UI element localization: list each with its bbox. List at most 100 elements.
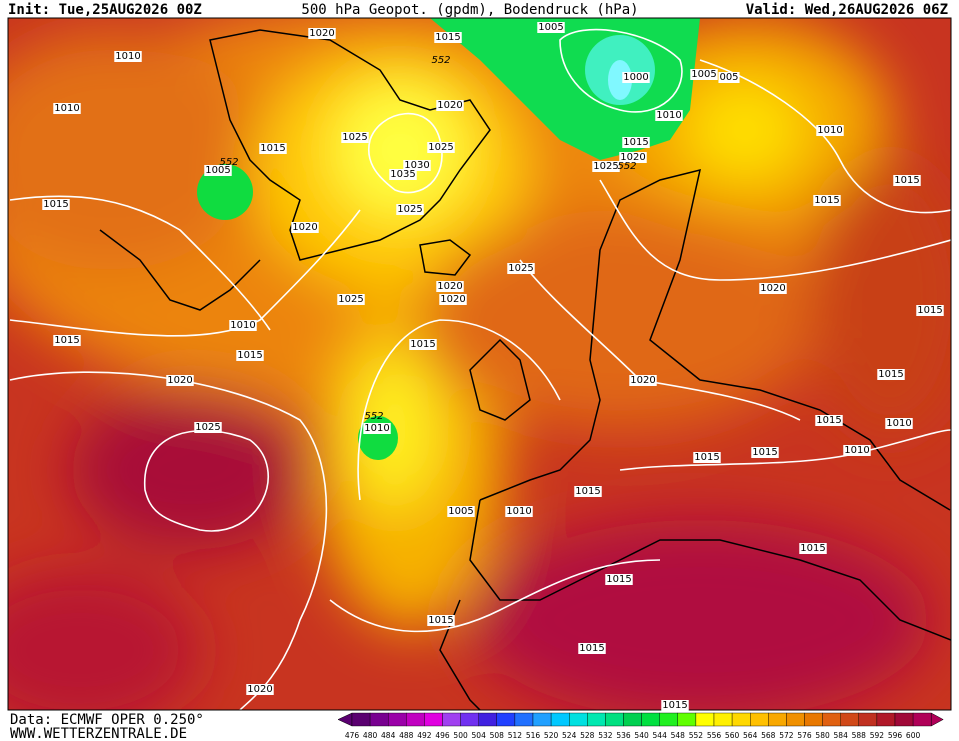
isobar-label: 1020 (630, 375, 655, 386)
isobar-label: 1025 (338, 294, 363, 305)
colorbar-swatch (731, 712, 751, 727)
colorbar-swatch (532, 712, 552, 727)
colorbar-label: 476 (345, 731, 360, 740)
colorbar-label: 520 (544, 731, 559, 740)
isobar-label-box (816, 125, 844, 136)
colorbar-swatch (713, 712, 733, 727)
isobar-label-box (291, 222, 319, 233)
colorbar-label: 528 (580, 731, 595, 740)
colorbar-label: 572 (779, 731, 794, 740)
isobar-label: 1010 (844, 445, 869, 456)
colorbar-swatch (478, 712, 498, 727)
isobar-label-box (799, 543, 827, 554)
isobar-label-box (507, 263, 535, 274)
isobar-label: 1015 (579, 643, 604, 654)
isobar-label-box (194, 422, 222, 433)
colorbar-label: 564 (743, 731, 758, 740)
isobar-label: 1025 (342, 132, 367, 143)
isobar-label: 1025 (508, 263, 533, 274)
colorbar-swatch (804, 712, 823, 727)
colorbar-arrow-left (337, 712, 353, 727)
isobar-label-box (718, 72, 740, 83)
colorbar-swatch (550, 712, 570, 727)
isobar-label: 1015 (237, 350, 262, 361)
isobar-label: 1015 (54, 335, 79, 346)
isobar-label-box (427, 142, 455, 153)
colorbar-swatch (442, 712, 461, 727)
isobar-label-box (661, 700, 689, 711)
isobar-label: 1015 (917, 305, 942, 316)
isobar-label: 1015 (43, 199, 68, 210)
colorbar-label: 524 (562, 731, 577, 740)
isobar-label: 1015 (894, 175, 919, 186)
colorbar-label: 536 (616, 731, 631, 740)
colorbar-swatch (460, 712, 479, 727)
isobar-label: 1000 (623, 72, 648, 83)
isobar-label-box (693, 452, 721, 463)
isobar-label: 1015 (694, 452, 719, 463)
isobar-label-box (505, 506, 533, 517)
isobar-label-box (204, 165, 232, 176)
isobar-label: 1005 (448, 506, 473, 517)
colorbar-swatch (406, 712, 425, 727)
isobar-label: 005 (719, 72, 738, 83)
isobar-label-box (409, 339, 437, 350)
isobar-label-box (53, 103, 81, 114)
colorbar-label: 484 (381, 731, 396, 740)
isobar-label: 1010 (230, 320, 255, 331)
colorbar-swatch (369, 712, 389, 727)
colorbar-label: 512 (508, 731, 523, 740)
isobar-label: 1010 (54, 103, 79, 114)
isobar-label: 1020 (760, 283, 785, 294)
isobar-label: 1020 (247, 684, 272, 695)
isobar-label-box (893, 175, 921, 186)
colorbar-arrow-right (930, 712, 944, 727)
isobar-label-box (403, 160, 431, 171)
isobar-label: 1015 (410, 339, 435, 350)
colorbar-label: 556 (707, 731, 722, 740)
isobar-label-box (843, 445, 871, 456)
isobar-label: 1020 (440, 294, 465, 305)
isobar-label-box (114, 51, 142, 62)
isobar-label: 1020 (167, 375, 192, 386)
isobar-label-box (759, 283, 787, 294)
colorbar-label: 480 (363, 731, 378, 740)
isobar-label: 1025 (195, 422, 220, 433)
isobar-label: 1010 (817, 125, 842, 136)
colorbar-swatch (587, 712, 606, 727)
colorbar-label: 516 (526, 731, 541, 740)
colorbar-swatch (623, 712, 642, 727)
isobar-label-box (537, 22, 565, 33)
isobar-label-box (885, 418, 913, 429)
colorbar-label: 548 (671, 731, 686, 740)
colorbar-swatch (750, 712, 769, 727)
isobar-label: 552 (617, 161, 636, 172)
isobar-label: 1020 (437, 100, 462, 111)
colorbar-swatch (912, 712, 932, 727)
isobar-label: 1005 (691, 69, 716, 80)
colorbar-label: 508 (490, 731, 505, 740)
colorbar-label: 552 (689, 731, 704, 740)
isobar-label: 1015 (623, 137, 648, 148)
colorbar-label: 540 (634, 731, 649, 740)
isobar-label-box (578, 643, 606, 654)
isobar-label-box (751, 447, 779, 458)
isobar-label-box (813, 195, 841, 206)
colorbar-label: 588 (852, 731, 867, 740)
isobar-label-box (436, 281, 464, 292)
colorbar-swatch (786, 712, 805, 727)
valid-time: Valid: Wed,26AUG2026 06Z (746, 2, 948, 18)
colorbar-swatch (424, 712, 443, 727)
colorbar-swatch (876, 712, 896, 727)
isobar-label: 552 (431, 55, 450, 66)
isobar-label-box (447, 506, 475, 517)
colorbar-swatch (388, 712, 407, 727)
colorbar-label: 488 (399, 731, 414, 740)
colorbar-swatch (351, 712, 371, 727)
isobar-label: 1015 (575, 486, 600, 497)
isobar-label-box (42, 199, 70, 210)
isobar-label-box (916, 305, 944, 316)
isobar-label-box (396, 204, 424, 215)
isobar-label: 1015 (752, 447, 777, 458)
